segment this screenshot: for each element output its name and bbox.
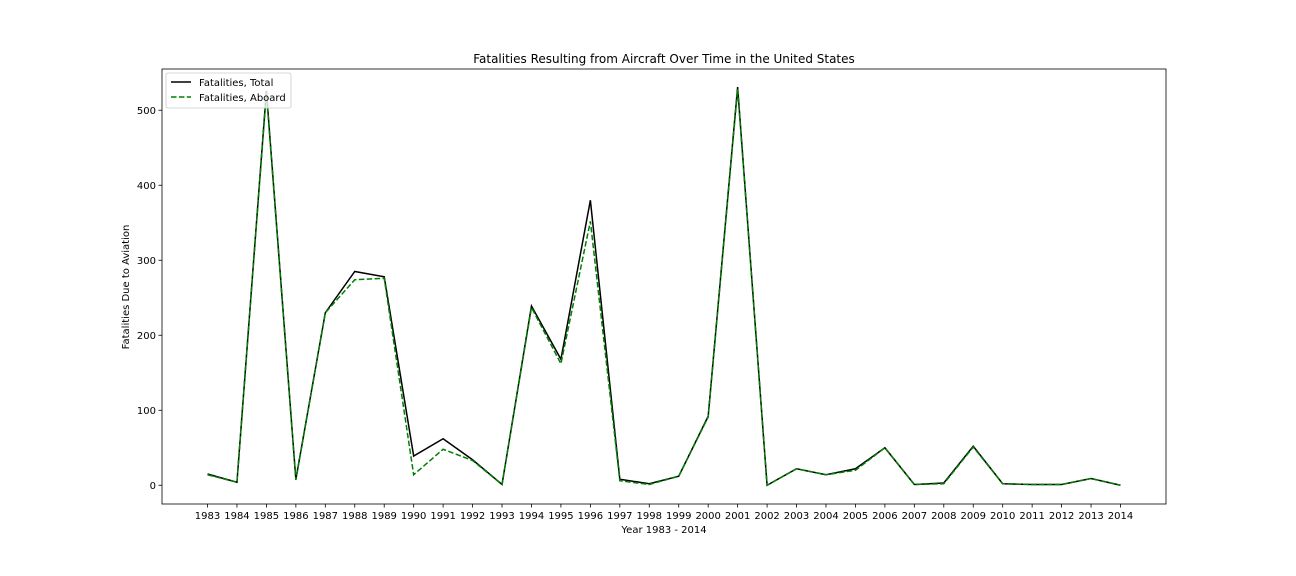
x-tick-label: 2010 [990,511,1015,522]
x-tick-label: 1998 [637,511,662,522]
x-tick-label: 2009 [961,511,986,522]
x-tick-label: 1995 [548,511,573,522]
x-tick-label: 1990 [401,511,426,522]
x-tick-label: 2012 [1049,511,1074,522]
x-tick-label: 1992 [460,511,485,522]
x-tick-label: 2011 [1019,511,1044,522]
series-lines [207,86,1121,487]
x-tick-label: 2008 [931,511,956,522]
y-tick-label: 500 [137,106,156,117]
x-tick-label: 1983 [195,511,220,522]
x-tick-label: 1984 [224,511,249,522]
legend-label-total: Fatalities, Total [199,78,273,89]
x-axis-title: Year 1983 - 2014 [620,525,706,536]
x-tick-label: 2007 [902,511,927,522]
x-tick-label: 2004 [813,511,838,522]
x-tick-label: 1988 [342,511,367,522]
x-tick-label: 1985 [254,511,279,522]
y-axis-title: Fatalities Due to Aviation [121,225,132,350]
plot-frame [161,68,1167,505]
x-tick-label: 1986 [283,511,308,522]
x-tick-label: 2005 [843,511,868,522]
legend-label-aboard: Fatalities, Aboard [199,93,286,104]
x-tick-label: 1994 [519,511,544,522]
legend-box [165,72,292,109]
y-tick-label: 200 [137,331,156,342]
plot-area: 1983 1984 1985 1986 1987 1988 1989 1990 1991 1992… [137,68,1167,522]
x-tick-label: 2014 [1108,511,1133,522]
x-axis: 1983 1984 1985 1986 1987 1988 1989 1990 1991 1992… [195,504,1133,522]
x-tick-label: 1996 [578,511,603,522]
y-tick-label: 400 [137,181,156,192]
x-tick-label: 2000 [695,511,720,522]
legend: Fatalities, Total Fatalities, Aboard [165,72,292,109]
x-tick-label: 1997 [607,511,632,522]
y-tick-label: 100 [137,406,156,417]
x-tick-label: 1989 [371,511,396,522]
x-tick-label: 1999 [666,511,691,522]
x-tick-label: 2002 [754,511,779,522]
x-tick-label: 2001 [725,511,750,522]
x-tick-label: 2013 [1078,511,1103,522]
y-tick-label: 300 [137,256,156,267]
x-tick-label: 2003 [784,511,809,522]
series-line-aboard [207,89,1121,487]
x-tick-label: 1987 [313,511,338,522]
chart-title: Fatalities Resulting from Aircraft Over … [473,52,855,66]
x-tick-label: 1991 [430,511,455,522]
x-tick-label: 1993 [489,511,514,522]
y-tick-label: 0 [150,481,156,492]
x-tick-label: 2006 [872,511,897,522]
y-axis: 0 100 200 300 400 500 [137,106,162,492]
